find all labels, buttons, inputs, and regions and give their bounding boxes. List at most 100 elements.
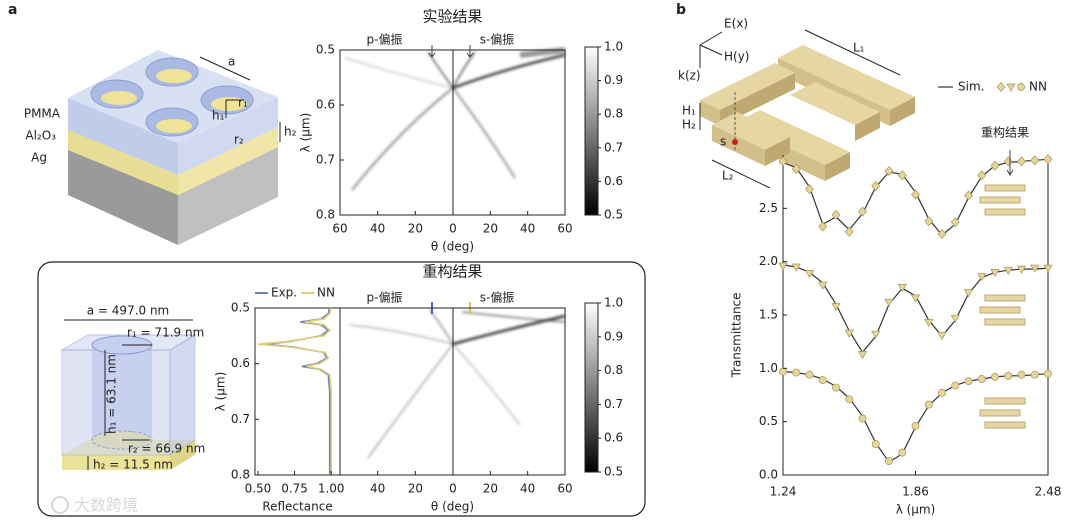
marker [951, 381, 960, 390]
x-tick-label: 20 [408, 482, 423, 496]
marker [977, 375, 986, 383]
marker [964, 190, 973, 201]
x-axis-label: θ (deg) [431, 240, 474, 254]
label: h₂ [284, 125, 297, 139]
y-tick-label: 2.0 [759, 254, 778, 268]
x-tick-label: 40 [370, 222, 385, 236]
panel-name: s-偏振 [480, 290, 515, 305]
colorbar-label: 0.5 [604, 208, 623, 222]
marker [937, 331, 947, 340]
label: H₂ [682, 118, 696, 132]
y-tick-label: 0.5 [759, 414, 778, 428]
marker [805, 370, 814, 379]
marker [1030, 155, 1040, 166]
label: H₁ [682, 104, 696, 118]
marker [818, 281, 828, 290]
marker [857, 351, 868, 360]
marker [884, 298, 894, 307]
x-axis-label: θ (deg) [431, 500, 474, 514]
panel-label: b [676, 2, 686, 18]
x-tick-label: 0 [449, 222, 457, 236]
y-axis-label: λ (μm) [299, 113, 313, 153]
panel-name: p-偏振 [367, 32, 403, 47]
marker [924, 216, 934, 227]
marker [924, 319, 934, 328]
label: h₂ = 11.5 nm [93, 458, 173, 472]
marker [871, 330, 881, 339]
y-tick-label: 0.7 [316, 153, 335, 167]
y-axis-label: λ (μm) [214, 372, 228, 412]
y-tick-label: 0.8 [231, 468, 250, 482]
marker [911, 189, 920, 200]
marker [1006, 83, 1016, 92]
y-tick-label: 0.0 [759, 468, 778, 482]
label: r₂ [234, 133, 244, 147]
watermark: 大数跨境 [74, 496, 138, 515]
x-tick-label: 2.48 [1035, 485, 1062, 499]
x-tick-label: 0.75 [281, 482, 308, 496]
marker [977, 273, 987, 282]
marker [1017, 370, 1026, 379]
marker [990, 160, 1000, 171]
y-tick-label: 0.8 [316, 208, 335, 222]
marker [977, 170, 987, 181]
y-tick-label: 0.5 [316, 43, 335, 57]
colorbar-label: 0.9 [604, 73, 623, 87]
panel-name: p-偏振 [367, 290, 403, 305]
marker [996, 81, 1006, 93]
legend-label: NN [317, 286, 335, 300]
layer-label: Al₂O₃ [25, 129, 56, 143]
legend-label: Sim. [958, 80, 984, 94]
colorbar-label: 0.6 [604, 174, 623, 188]
marker [832, 383, 840, 392]
label: L₂ [722, 169, 734, 183]
x-axis-label: λ (μm) [896, 503, 936, 517]
y-tick-label: 0.5 [231, 301, 250, 315]
marker [963, 289, 974, 298]
marker [938, 388, 946, 397]
recon-frame [37, 261, 646, 517]
x-tick-label: 60 [557, 482, 572, 496]
marker [1003, 266, 1013, 275]
marker [805, 184, 814, 195]
marker [804, 270, 815, 279]
heatmap-panel [452, 307, 566, 476]
marker [1044, 369, 1052, 378]
x-tick-label: 40 [370, 482, 385, 496]
label: r₁ = 71.9 nm [127, 326, 204, 340]
chart-title: 重构结果 [422, 263, 482, 281]
marker [858, 414, 867, 423]
marker [1017, 83, 1025, 91]
label: E(x) [724, 17, 748, 31]
label: h₁ = 63.1 nm [105, 354, 119, 434]
x-tick-label: 1.00 [318, 482, 345, 496]
y-tick-label: 0.7 [231, 412, 250, 426]
y-tick-label: 1.0 [759, 361, 778, 375]
colorbar-label: 1.0 [604, 296, 623, 310]
marker [779, 367, 787, 376]
heatmap-features [344, 47, 566, 459]
marker [884, 165, 894, 177]
marker [791, 163, 801, 174]
marker [990, 268, 1000, 278]
marker [964, 377, 973, 386]
marker [885, 457, 893, 466]
colorbar-label: 0.7 [604, 397, 623, 411]
marker [791, 263, 801, 272]
marker [897, 283, 907, 292]
marker [897, 170, 907, 181]
colorbar [584, 302, 599, 473]
marker [910, 294, 921, 303]
marker [1043, 264, 1053, 273]
marker [950, 314, 960, 323]
reflectance-line [265, 307, 331, 475]
colorbar-label: 0.8 [604, 107, 623, 121]
label: r₁ [238, 96, 248, 110]
label: H(y) [724, 50, 750, 64]
marker [1003, 156, 1013, 167]
y-axis-label: Transmittance [730, 292, 744, 378]
colorbar-label: 0.7 [604, 140, 623, 154]
recon-cell [60, 319, 197, 470]
marker [1016, 265, 1027, 274]
marker [950, 217, 960, 228]
